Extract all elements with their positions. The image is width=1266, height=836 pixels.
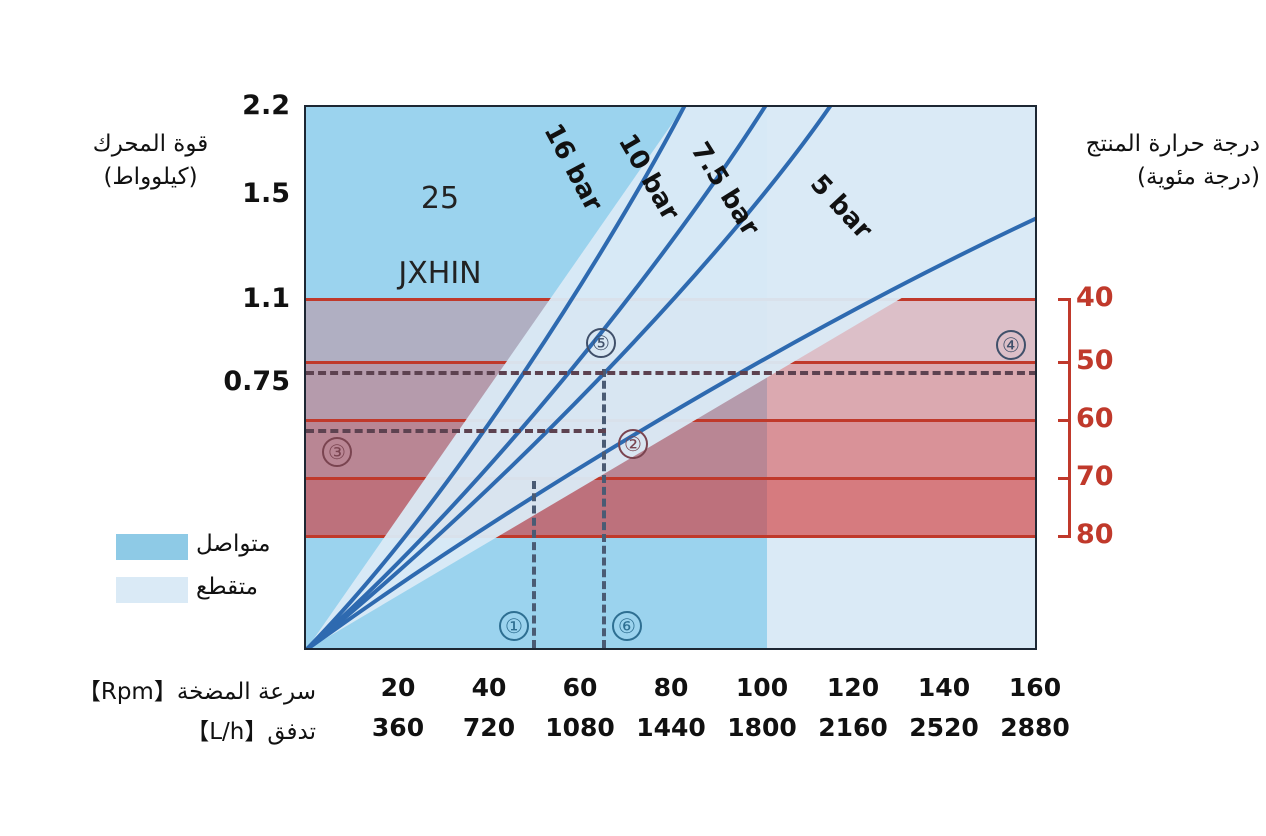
plot-inner: ② ③ ④ ⑤ ① ⑥ 25 JXHIN 16 bar 10 bar 7.5 b… (306, 107, 1035, 648)
temp-tickmark-80 (1058, 535, 1070, 538)
temp-line-80 (306, 535, 1035, 538)
temperature-axis-line (1068, 298, 1071, 538)
y-tick-1-1: 1.1 (242, 283, 290, 314)
temp-tickmark-40 (1058, 298, 1070, 301)
temp-line-70 (306, 477, 1035, 480)
x-flow-value-2880: 2880 (1000, 713, 1070, 742)
x-flow-value-2160: 2160 (818, 713, 888, 742)
x-flow-value-1800: 1800 (727, 713, 797, 742)
y-tick-0-75: 0.75 (223, 366, 290, 397)
guide-vline-marker-6 (602, 369, 606, 648)
pressure-curves (306, 107, 1035, 648)
x-flow-value-2520: 2520 (909, 713, 979, 742)
guide-hline-marker-4 (306, 371, 1035, 375)
temp-tick-70: 70 (1076, 461, 1114, 492)
x-rpm-value-40: 40 (471, 673, 507, 702)
x-flow-value-720: 720 (462, 713, 516, 742)
x-rpm-value-60: 60 (562, 673, 598, 702)
guide-hline-marker-3 (306, 429, 606, 433)
legend-label-intermittent: متقطع (196, 574, 259, 600)
temp-tick-80: 80 (1076, 519, 1114, 550)
y-axis-right-title-line2: (درجة مئوية) (1136, 164, 1260, 191)
temp-tick-60: 60 (1076, 403, 1114, 434)
curve-16-bar (306, 107, 687, 648)
x-axis-rpm-title: سرعة المضخة【Rpm】 (77, 679, 316, 705)
x-flow-value-360: 360 (371, 713, 425, 742)
x-rpm-value-20: 20 (380, 673, 416, 702)
x-rpm-value-140: 140 (917, 673, 971, 702)
guide-vline-marker-1 (532, 481, 536, 648)
temp-tick-40: 40 (1076, 282, 1114, 313)
marker-3[interactable]: ③ (322, 437, 352, 467)
x-rpm-value-120: 120 (826, 673, 880, 702)
y-axis-left-title-line1: قوة المحرك (92, 131, 209, 157)
marker-4[interactable]: ④ (996, 330, 1026, 360)
x-rpm-value-100: 100 (735, 673, 789, 702)
temp-tickmark-70 (1058, 477, 1070, 480)
marker-1[interactable]: ① (499, 611, 529, 641)
y-tick-1-5: 1.5 (242, 178, 290, 209)
marker-2[interactable]: ② (618, 429, 648, 459)
y-axis-left-title: قوة المحرك (كيلوواط) (58, 128, 243, 195)
model-label-line2: JXHIN (398, 255, 482, 291)
y-tick-2-2: 2.2 (242, 90, 290, 121)
plot-area: ② ③ ④ ⑤ ① ⑥ 25 JXHIN 16 bar 10 bar 7.5 b… (304, 105, 1037, 650)
model-label: 25 JXHIN (360, 142, 520, 330)
legend-swatch-continuous (116, 534, 188, 560)
x-flow-value-1440: 1440 (636, 713, 706, 742)
y-axis-right-title-line1: درجة حرارة المنتج (1085, 131, 1260, 157)
x-axis-flow-title: تدفق【L/h】 (186, 719, 316, 745)
x-rpm-value-80: 80 (653, 673, 689, 702)
temp-tickmark-60 (1058, 419, 1070, 422)
curve-5-bar (306, 216, 1035, 648)
temp-tick-50: 50 (1076, 345, 1114, 376)
legend-swatch-intermittent (116, 577, 188, 603)
pressure-envelope-fill (307, 107, 1035, 648)
model-label-line1: 25 (420, 180, 460, 216)
temp-tickmark-50 (1058, 361, 1070, 364)
x-rpm-value-160: 160 (1008, 673, 1062, 702)
marker-6[interactable]: ⑥ (612, 611, 642, 641)
y-axis-right-title: درجة حرارة المنتج (درجة مئوية) (1038, 128, 1260, 195)
marker-5[interactable]: ⑤ (586, 328, 616, 358)
x-flow-value-1080: 1080 (545, 713, 615, 742)
legend-label-continuous: متواصل (196, 531, 271, 557)
y-axis-left-title-line2: (كيلوواط) (103, 164, 198, 191)
